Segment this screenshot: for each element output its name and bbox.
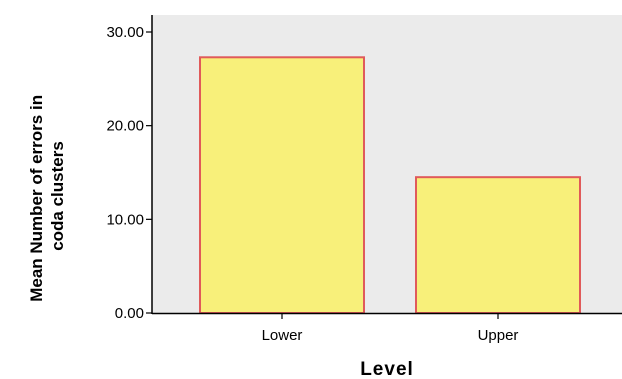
x-tick-label-upper: Upper	[478, 327, 519, 344]
y-tick-label: 20.00	[106, 118, 144, 135]
y-axis-title-line-1: Mean Number of errors in	[27, 95, 46, 302]
x-axis-title: Level	[360, 359, 414, 379]
y-tick-label: 0.00	[115, 305, 144, 322]
y-axis-title-line-2: coda clusters	[48, 141, 67, 251]
y-axis-title: Mean Number of errors in coda clusters	[27, 90, 67, 302]
y-tick-label: 30.00	[106, 24, 144, 41]
bar-lower	[199, 56, 365, 315]
y-tick-label: 10.00	[106, 211, 144, 228]
x-tick-label-lower: Lower	[262, 327, 303, 344]
bar-upper	[415, 176, 581, 314]
